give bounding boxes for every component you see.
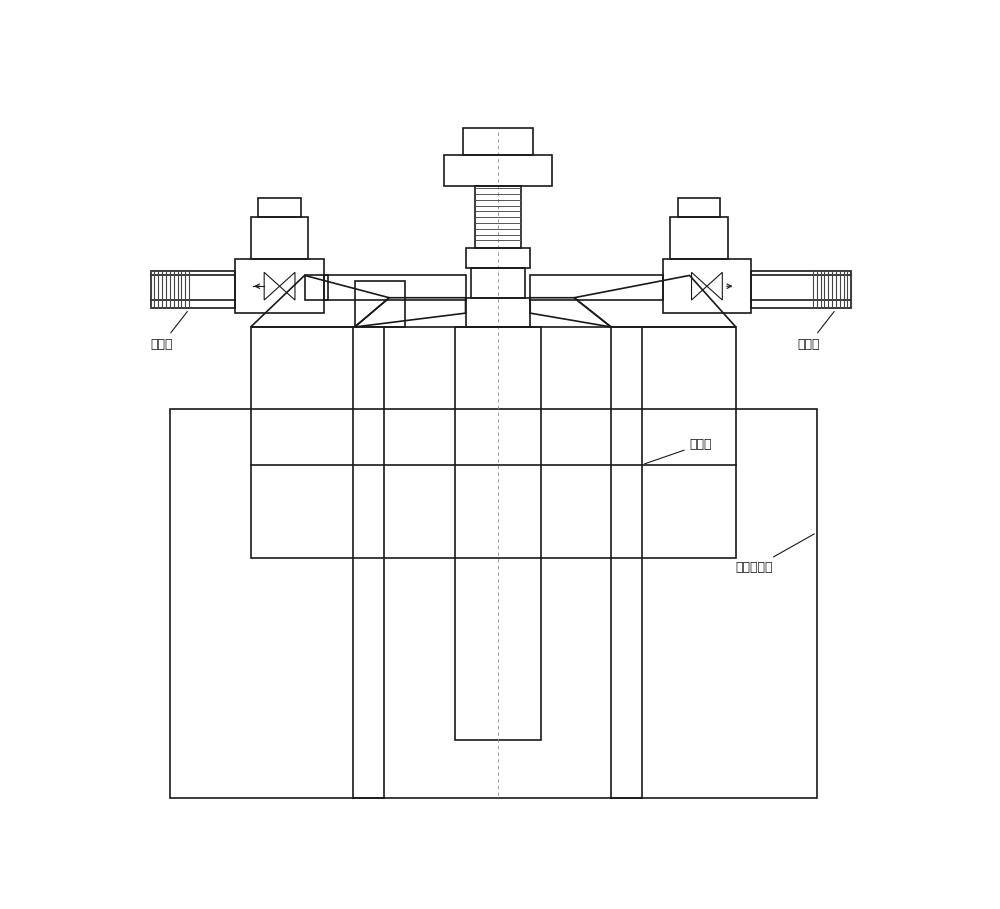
Bar [471,268,525,298]
Bar [678,197,720,217]
Bar [170,409,817,798]
Bar [663,259,751,313]
Bar [466,247,530,268]
Bar [324,275,466,300]
Bar [305,275,328,300]
Bar [475,186,521,247]
Text: 半导体冷酷: 半导体冷酷 [736,534,814,574]
Text: 进气端: 进气端 [797,312,834,351]
Bar [463,128,533,155]
Bar [251,217,308,259]
Bar [751,271,851,308]
Bar [455,327,541,741]
Bar [151,271,235,308]
Bar [258,197,301,217]
Bar [355,281,405,327]
Bar [444,155,552,186]
Text: 液态源: 液态源 [644,438,712,464]
Bar [251,327,736,558]
Bar [235,259,324,313]
Text: 出气端: 出气端 [151,312,187,351]
Bar [530,275,663,300]
Bar [466,298,530,327]
Bar [670,217,728,259]
